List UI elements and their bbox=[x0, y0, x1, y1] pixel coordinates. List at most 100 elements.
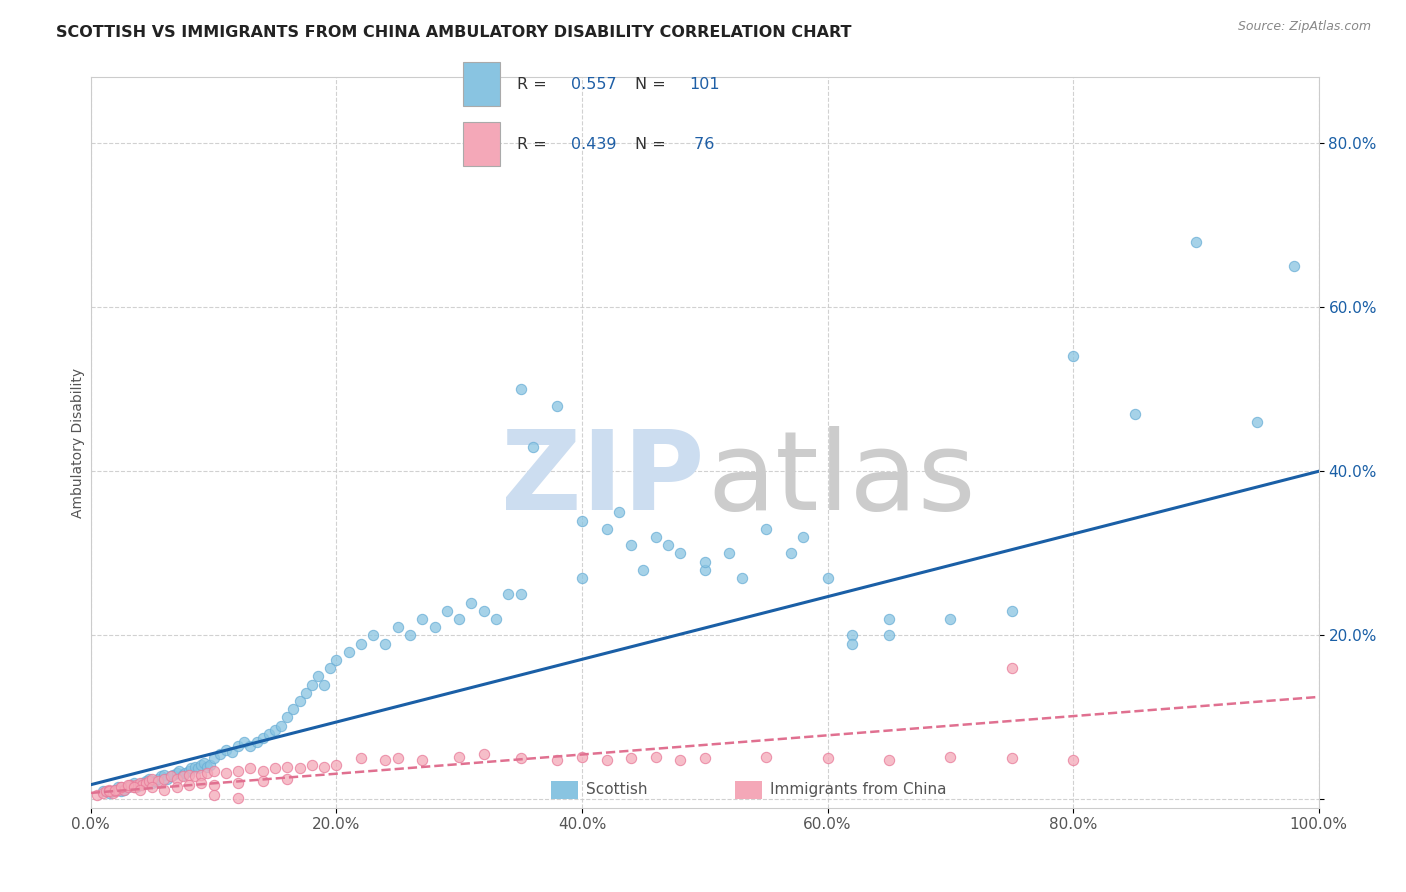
Point bbox=[138, 774, 160, 789]
Text: SCOTTISH VS IMMIGRANTS FROM CHINA AMBULATORY DISABILITY CORRELATION CHART: SCOTTISH VS IMMIGRANTS FROM CHINA AMBULA… bbox=[56, 25, 852, 40]
Point bbox=[522, 440, 544, 454]
Point bbox=[141, 780, 163, 794]
Point bbox=[177, 764, 200, 778]
Text: R =: R = bbox=[517, 136, 553, 152]
Point bbox=[620, 751, 643, 765]
Point bbox=[817, 571, 839, 585]
Point bbox=[509, 587, 531, 601]
Point bbox=[202, 789, 225, 803]
Point bbox=[143, 774, 166, 789]
Point bbox=[571, 514, 593, 528]
Point bbox=[148, 772, 170, 786]
Point bbox=[779, 546, 801, 560]
Point bbox=[307, 669, 329, 683]
Point bbox=[159, 770, 181, 784]
Point bbox=[350, 751, 373, 765]
Point bbox=[141, 772, 163, 786]
Point bbox=[387, 751, 409, 765]
Point bbox=[449, 612, 471, 626]
Point bbox=[276, 759, 298, 773]
Point bbox=[1062, 753, 1084, 767]
Point bbox=[190, 768, 212, 782]
Point bbox=[509, 751, 531, 765]
Text: 101: 101 bbox=[689, 77, 720, 92]
Point bbox=[129, 778, 152, 792]
Point bbox=[460, 596, 482, 610]
Point bbox=[110, 780, 132, 794]
Point bbox=[1001, 661, 1024, 675]
Point bbox=[319, 661, 342, 675]
Point bbox=[86, 789, 108, 803]
Point bbox=[131, 778, 153, 792]
Point bbox=[153, 782, 176, 797]
Point bbox=[202, 778, 225, 792]
Point bbox=[283, 702, 305, 716]
Point bbox=[184, 770, 207, 784]
Point bbox=[198, 758, 221, 772]
Point bbox=[546, 753, 568, 767]
Point bbox=[98, 786, 121, 800]
Point bbox=[202, 751, 225, 765]
Point bbox=[1282, 259, 1305, 273]
Point bbox=[607, 505, 630, 519]
Point bbox=[104, 784, 127, 798]
Point bbox=[202, 764, 225, 778]
Point bbox=[131, 776, 153, 790]
Point bbox=[107, 782, 129, 797]
Point bbox=[135, 776, 157, 790]
Point bbox=[301, 758, 323, 772]
Text: Source: ZipAtlas.com: Source: ZipAtlas.com bbox=[1237, 20, 1371, 33]
Point bbox=[166, 766, 188, 780]
Point bbox=[257, 727, 280, 741]
Point bbox=[184, 759, 207, 773]
Point bbox=[288, 761, 311, 775]
Point bbox=[215, 743, 238, 757]
Point bbox=[411, 612, 433, 626]
Point bbox=[301, 677, 323, 691]
Point bbox=[374, 753, 396, 767]
Point bbox=[174, 766, 197, 780]
Text: R =: R = bbox=[517, 77, 553, 92]
Point bbox=[1001, 604, 1024, 618]
FancyBboxPatch shape bbox=[735, 780, 762, 799]
Point bbox=[167, 764, 190, 778]
Point bbox=[546, 399, 568, 413]
Point bbox=[226, 790, 249, 805]
Point bbox=[193, 756, 215, 770]
Point bbox=[1246, 415, 1268, 429]
Text: N =: N = bbox=[636, 77, 671, 92]
Text: N =: N = bbox=[636, 136, 671, 152]
Point bbox=[509, 382, 531, 396]
Text: Immigrants from China: Immigrants from China bbox=[770, 782, 946, 797]
Point bbox=[423, 620, 446, 634]
Point bbox=[129, 776, 152, 790]
Point bbox=[91, 784, 114, 798]
FancyBboxPatch shape bbox=[463, 62, 501, 106]
Text: Scottish: Scottish bbox=[586, 782, 647, 797]
Point bbox=[110, 780, 132, 794]
Point bbox=[264, 723, 287, 737]
Point bbox=[693, 563, 716, 577]
Point bbox=[101, 786, 124, 800]
Point bbox=[1123, 407, 1146, 421]
Point bbox=[120, 778, 142, 792]
Text: atlas: atlas bbox=[707, 425, 976, 533]
Point bbox=[877, 628, 900, 642]
Point bbox=[91, 786, 114, 800]
Point bbox=[112, 782, 135, 797]
Point bbox=[120, 778, 142, 792]
Point bbox=[644, 530, 666, 544]
Point bbox=[239, 761, 262, 775]
Point bbox=[104, 782, 127, 797]
Point bbox=[669, 753, 692, 767]
Point bbox=[276, 772, 298, 786]
Point bbox=[939, 612, 962, 626]
Point bbox=[374, 637, 396, 651]
Point bbox=[252, 764, 274, 778]
Point bbox=[148, 774, 170, 789]
Point bbox=[294, 686, 316, 700]
Point bbox=[166, 772, 188, 786]
Point bbox=[94, 784, 117, 798]
Point bbox=[276, 710, 298, 724]
FancyBboxPatch shape bbox=[551, 780, 578, 799]
